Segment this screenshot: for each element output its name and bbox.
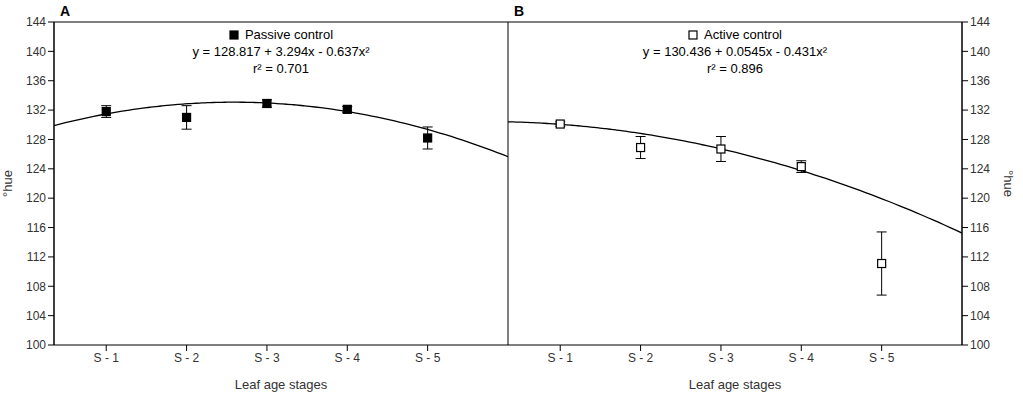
svg-text:S - 5: S - 5	[415, 351, 441, 365]
svg-text:S - 1: S - 1	[94, 351, 120, 365]
svg-text:108: 108	[970, 280, 990, 294]
svg-text:124: 124	[970, 162, 990, 176]
html-text:A: A	[60, 3, 71, 19]
svg-text:144: 144	[26, 15, 46, 29]
svg-text:124: 124	[26, 162, 46, 176]
svg-text:Leaf age stages: Leaf age stages	[235, 377, 328, 392]
svg-text:116: 116	[970, 221, 989, 235]
svg-text:104: 104	[26, 309, 46, 323]
svg-text:S - 2: S - 2	[174, 351, 200, 365]
svg-text:Leaf age stages: Leaf age stages	[689, 377, 782, 392]
svg-text:108: 108	[26, 280, 46, 294]
svg-text:120: 120	[970, 191, 990, 205]
html-text:r² = 0.701: r² = 0.701	[253, 61, 309, 76]
svg-text:S - 3: S - 3	[708, 351, 734, 365]
svg-text:136: 136	[970, 74, 990, 88]
svg-text:112: 112	[27, 250, 46, 264]
svg-text:128: 128	[970, 133, 990, 147]
html-text:Passive control: Passive control	[244, 27, 334, 42]
svg-text:S - 5: S - 5	[869, 351, 895, 365]
svg-text:116: 116	[27, 221, 46, 235]
html-text:y = 130.436 + 0.0545x - 0.431x: y = 130.436 + 0.0545x - 0.431x²	[642, 44, 828, 59]
html-text:Active control: Active control	[704, 27, 782, 42]
svg-text:104: 104	[970, 309, 990, 323]
svg-text:132: 132	[26, 103, 46, 117]
svg-text:S - 2: S - 2	[628, 351, 654, 365]
svg-text:S - 4: S - 4	[335, 351, 361, 365]
svg-text:S - 4: S - 4	[789, 351, 815, 365]
svg-text:132: 132	[970, 103, 990, 117]
svg-text:112: 112	[970, 250, 989, 264]
svg-text:128: 128	[26, 133, 46, 147]
svg-text:136: 136	[26, 74, 46, 88]
svg-text:°hue: °hue	[0, 170, 15, 197]
svg-text:144: 144	[970, 15, 990, 29]
svg-text:140: 140	[970, 45, 990, 59]
svg-text:S - 1: S - 1	[548, 351, 574, 365]
html-text:r² = 0.896: r² = 0.896	[707, 61, 763, 76]
svg-text:120: 120	[26, 191, 46, 205]
svg-text:°hue: °hue	[1001, 170, 1016, 197]
svg-text:S - 3: S - 3	[254, 351, 280, 365]
svg-text:100: 100	[970, 338, 990, 352]
svg-text:140: 140	[26, 45, 46, 59]
html-text:y = 128.817 + 3.294x - 0.637x²: y = 128.817 + 3.294x - 0.637x²	[192, 44, 370, 59]
svg-text:100: 100	[26, 338, 46, 352]
html-text:B: B	[514, 3, 525, 19]
